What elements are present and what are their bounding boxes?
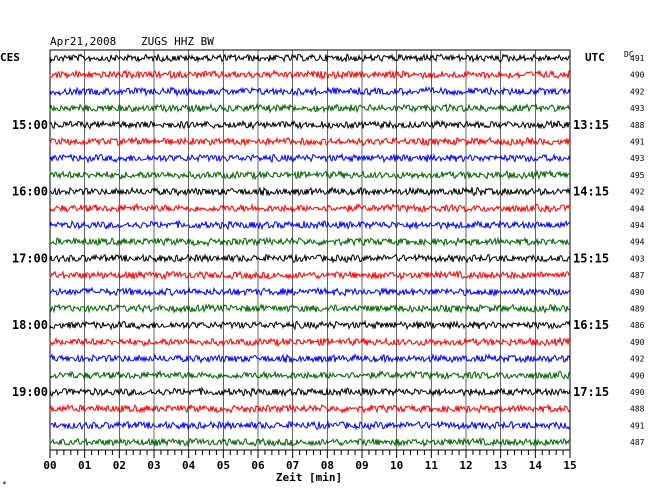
left-zone-label: CES [0, 51, 20, 64]
trace-line [49, 85, 571, 98]
trace-line [49, 386, 571, 398]
trace-line [49, 102, 571, 114]
trace-line [49, 152, 571, 164]
left-time-label: 15:00 [12, 118, 48, 132]
x-tick-label: 01 [78, 459, 92, 472]
dc-value: 493 [630, 104, 645, 113]
trace-line [49, 286, 571, 298]
left-time-label: 18:00 [12, 318, 48, 332]
x-tick-label: 11 [425, 459, 439, 472]
minute-grid [84, 50, 536, 450]
dc-value: 490 [630, 288, 645, 297]
left-time-label: 17:00 [12, 251, 48, 265]
trace-line [49, 119, 571, 130]
left-time-label: 19:00 [12, 385, 48, 399]
trace-line [49, 319, 571, 331]
dc-value: 493 [630, 254, 645, 263]
dc-value: 492 [630, 87, 645, 96]
corner-mark: * [2, 480, 7, 489]
dc-value: 488 [630, 405, 645, 414]
trace-line [49, 202, 571, 214]
trace-line [49, 369, 571, 381]
station-label: ZUGS HHZ BW [141, 35, 214, 48]
x-tick-label: 08 [321, 459, 334, 472]
dc-value: 490 [630, 338, 645, 347]
dc-value: 494 [630, 204, 645, 213]
trace-line [49, 436, 571, 448]
dc-value: 487 [630, 438, 645, 447]
x-tick-label: 06 [251, 459, 265, 472]
x-axis-label: Zeit [min] [276, 471, 342, 484]
x-tick-label: 00 [43, 459, 56, 472]
trace-line [49, 269, 571, 281]
right-time-label: 16:15 [573, 318, 609, 332]
dc-value: 492 [630, 188, 645, 197]
dc-value: 493 [630, 154, 645, 163]
right-time-label: 15:15 [573, 251, 609, 265]
trace-line [49, 336, 571, 348]
right-time-labels: 13:15 14:15 15:15 16:15 17:15 [573, 118, 609, 399]
trace-line [49, 136, 571, 147]
dc-value: 491 [630, 54, 645, 63]
dc-value-labels: 491 490 492 493 488 491 493 495 492 494 494 494 493 4… [630, 54, 645, 447]
dc-value: 494 [630, 238, 645, 247]
trace-line [49, 303, 571, 315]
x-tick-label: 05 [217, 459, 230, 472]
dc-header-label: DC [624, 50, 634, 59]
trace-line [49, 352, 571, 364]
x-tick-label: 04 [182, 459, 196, 472]
dc-value: 490 [630, 71, 645, 80]
dc-value: 491 [630, 421, 645, 430]
dc-value: 491 [630, 138, 645, 147]
right-time-label: 14:15 [573, 185, 609, 199]
trace-line [49, 185, 571, 197]
trace-line [49, 253, 571, 264]
left-time-labels: 15:00 16:00 17:00 18:00 19:00 [12, 118, 48, 399]
trace-line [49, 53, 571, 64]
dc-value: 487 [630, 271, 645, 280]
dc-value: 489 [630, 305, 645, 314]
trace-line [49, 219, 571, 231]
x-tick-label: 10 [390, 459, 403, 472]
dc-value: 488 [630, 121, 645, 130]
trace-line [49, 403, 571, 415]
trace-line [49, 69, 571, 81]
dc-value: 490 [630, 388, 645, 397]
date-label: Apr21,2008 [50, 35, 116, 48]
dc-value: 492 [630, 355, 645, 364]
right-time-label: 17:15 [573, 385, 609, 399]
x-tick-label: 14 [529, 459, 543, 472]
x-axis: 00 01 02 03 04 05 06 07 08 09 10 11 12 13 14 15 [43, 449, 577, 472]
x-tick-label: 09 [355, 459, 368, 472]
left-time-label: 16:00 [12, 185, 48, 199]
trace-line [49, 420, 571, 431]
right-zone-label: UTC [585, 51, 605, 64]
dc-value: 490 [630, 371, 645, 380]
right-time-label: 13:15 [573, 118, 609, 132]
x-tick-label: 07 [286, 459, 299, 472]
dc-value: 494 [630, 221, 645, 230]
trace-line [49, 169, 571, 181]
x-tick-label: 12 [459, 459, 472, 472]
trace-line [49, 236, 571, 248]
x-tick-label: 03 [147, 459, 160, 472]
x-tick-label: 02 [113, 459, 126, 472]
dc-value: 486 [630, 321, 645, 330]
x-tick-label: 13 [494, 459, 507, 472]
dc-value: 495 [630, 171, 645, 180]
x-tick-label: 15 [563, 459, 576, 472]
seismogram-traces [49, 53, 571, 448]
